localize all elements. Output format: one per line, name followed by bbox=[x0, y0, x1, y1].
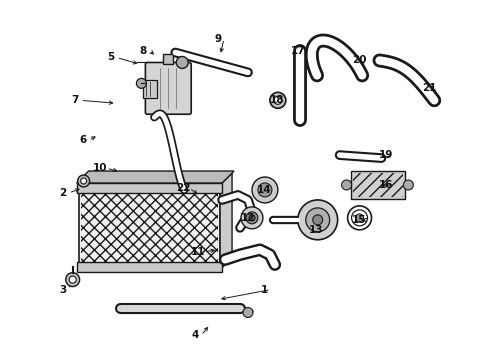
Text: 10: 10 bbox=[93, 163, 107, 173]
Circle shape bbox=[251, 177, 277, 203]
Circle shape bbox=[305, 208, 329, 232]
Text: 11: 11 bbox=[190, 247, 205, 257]
Circle shape bbox=[136, 78, 146, 88]
Text: 19: 19 bbox=[379, 150, 393, 160]
Circle shape bbox=[81, 178, 86, 184]
Bar bbox=[143, 80, 157, 98]
Text: 8: 8 bbox=[140, 45, 147, 55]
Text: 3: 3 bbox=[59, 284, 66, 294]
Bar bbox=[350, 171, 405, 199]
Text: 7: 7 bbox=[71, 95, 78, 105]
Text: 9: 9 bbox=[214, 33, 221, 44]
FancyBboxPatch shape bbox=[145, 62, 191, 114]
Circle shape bbox=[269, 92, 285, 108]
Text: 18: 18 bbox=[269, 95, 284, 105]
Circle shape bbox=[341, 180, 351, 190]
Text: 2: 2 bbox=[59, 188, 66, 198]
Text: 22: 22 bbox=[176, 183, 190, 193]
Circle shape bbox=[403, 180, 412, 190]
Circle shape bbox=[176, 57, 188, 68]
Text: 5: 5 bbox=[107, 53, 114, 63]
Circle shape bbox=[312, 215, 322, 225]
Circle shape bbox=[243, 307, 252, 318]
Circle shape bbox=[241, 207, 263, 229]
Bar bbox=[352, 173, 403, 197]
Circle shape bbox=[273, 96, 281, 104]
Text: 1: 1 bbox=[261, 284, 268, 294]
Bar bbox=[77, 262, 222, 272]
Text: 16: 16 bbox=[378, 180, 393, 190]
Circle shape bbox=[355, 214, 363, 222]
Polygon shape bbox=[220, 173, 232, 270]
Text: 12: 12 bbox=[240, 213, 255, 223]
Circle shape bbox=[78, 175, 89, 187]
Text: 14: 14 bbox=[256, 185, 271, 195]
Circle shape bbox=[248, 215, 254, 221]
Text: 6: 6 bbox=[79, 135, 86, 145]
Text: 15: 15 bbox=[351, 215, 366, 225]
Bar bbox=[77, 183, 222, 193]
Circle shape bbox=[245, 212, 258, 224]
Polygon shape bbox=[79, 173, 232, 185]
Text: 13: 13 bbox=[308, 225, 322, 235]
Text: 17: 17 bbox=[290, 45, 305, 55]
Bar bbox=[79, 185, 220, 270]
Text: 21: 21 bbox=[421, 84, 436, 93]
Circle shape bbox=[69, 276, 76, 283]
Circle shape bbox=[258, 183, 271, 197]
Circle shape bbox=[297, 200, 337, 240]
Polygon shape bbox=[77, 171, 234, 183]
Bar bbox=[81, 187, 218, 268]
Text: 20: 20 bbox=[351, 55, 366, 66]
Circle shape bbox=[65, 273, 80, 287]
Text: 4: 4 bbox=[191, 330, 199, 341]
Bar bbox=[163, 54, 173, 64]
